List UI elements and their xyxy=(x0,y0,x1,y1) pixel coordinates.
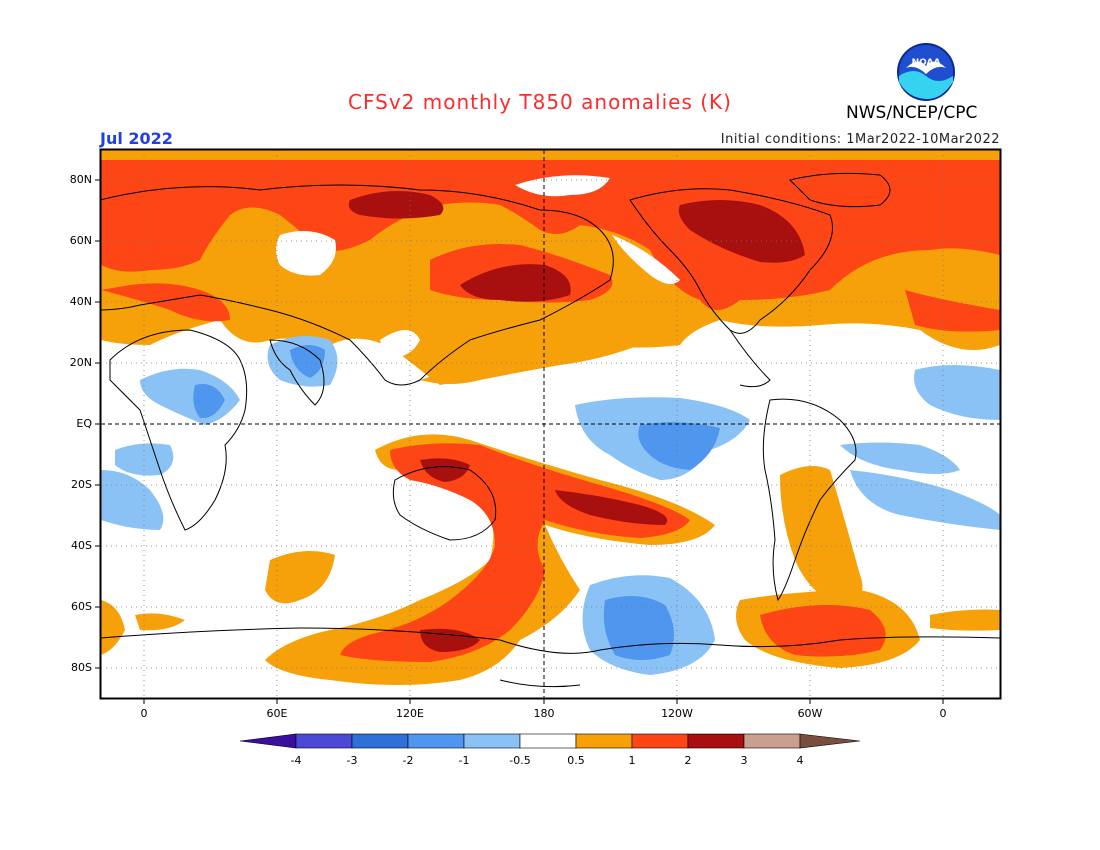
colorbar-tick-label: -1 xyxy=(458,754,470,767)
colorbar-tick-label: -2 xyxy=(402,754,414,767)
longitude-label: 120W xyxy=(661,707,693,720)
colorbar-tick-label: 4 xyxy=(796,754,804,767)
colorbar-tick-label: 1 xyxy=(628,754,636,767)
longitude-label: 0 xyxy=(939,707,947,720)
latitude-label: 40N xyxy=(69,295,92,308)
coastlines xyxy=(101,172,1000,688)
longitude-label: 120E xyxy=(396,707,424,720)
colorbar-tick-label: 0.5 xyxy=(567,754,585,767)
latitude-label: 80N xyxy=(69,173,92,186)
colorbar-segment xyxy=(799,733,861,749)
colorbar-tick-label: -0.5 xyxy=(509,754,531,767)
reference-lines xyxy=(101,150,1000,698)
latitude-label: EQ xyxy=(76,417,92,430)
organization-label: NWS/NCEP/CPC xyxy=(846,103,978,123)
colorbar-segment xyxy=(239,733,297,749)
longitude-label: 0 xyxy=(140,707,148,720)
colorbar-segment xyxy=(575,733,633,749)
longitude-label: 60W xyxy=(797,707,823,720)
colorbar-segment xyxy=(519,733,577,749)
colorbar-segment xyxy=(631,733,689,749)
strong-warm-region xyxy=(101,160,1000,310)
colorbar-segment xyxy=(743,733,801,749)
colorbar-tick-label: 3 xyxy=(740,754,748,767)
longitude-label: 180 xyxy=(533,707,555,720)
colorbar-tick-label: -3 xyxy=(346,754,358,767)
colorbar-segment xyxy=(351,733,409,749)
noaa-logo: NOAA xyxy=(897,43,955,101)
colorbar-segment xyxy=(687,733,745,749)
latitude-label: 40S xyxy=(71,539,92,552)
latitude-label: 60N xyxy=(69,234,92,247)
latitude-label: 80S xyxy=(71,661,92,674)
longitude-label: 60E xyxy=(266,707,288,720)
colorbar-segment xyxy=(463,733,521,749)
map-title: CFSv2 monthly T850 anomalies (K) xyxy=(348,90,732,114)
initial-conditions: Initial conditions: 1Mar2022-10Mar2022 xyxy=(720,132,1000,147)
colorbar xyxy=(239,733,861,749)
axis-ticks xyxy=(95,179,944,704)
colorbar-segment xyxy=(295,733,353,749)
colorbar-segment xyxy=(407,733,465,749)
forecast-month: Jul 2022 xyxy=(100,129,173,148)
colorbar-tick-label: 2 xyxy=(684,754,692,767)
latitude-label: 60S xyxy=(71,600,92,613)
latitude-label: 20N xyxy=(69,356,92,369)
logo-text: NOAA xyxy=(912,58,941,68)
latitude-label: 20S xyxy=(71,478,92,491)
colorbar-tick-label: -4 xyxy=(290,754,302,767)
